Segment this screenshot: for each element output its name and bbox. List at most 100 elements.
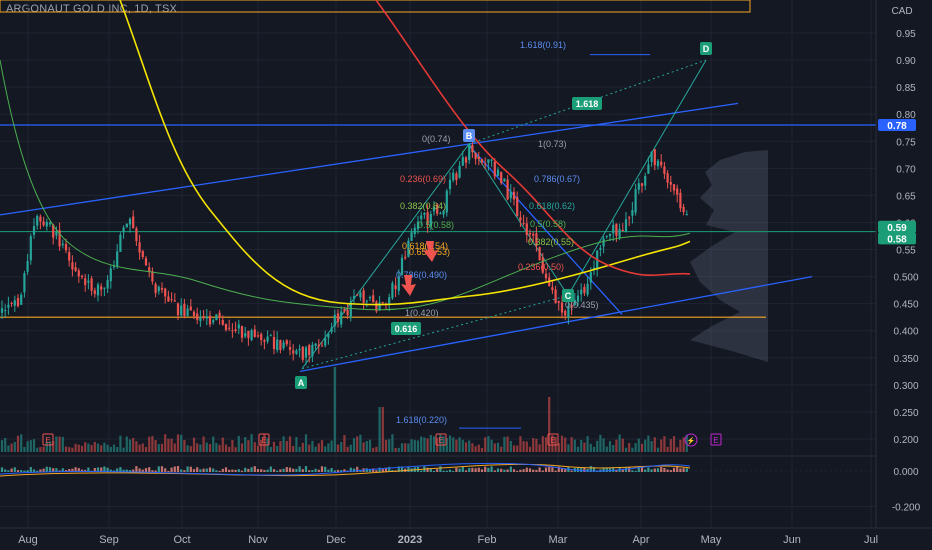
candle-body xyxy=(202,316,205,318)
volume-bar xyxy=(128,439,132,452)
volume-bar xyxy=(42,446,45,452)
candle-body xyxy=(0,308,4,313)
time-tick-label: May xyxy=(701,534,722,546)
osc-histogram-bar xyxy=(426,467,429,472)
osc-histogram-bar xyxy=(253,466,256,472)
candle-body xyxy=(288,346,292,350)
price-tick-label: 0.65 xyxy=(896,191,916,202)
candle-body xyxy=(87,280,90,283)
candle-body xyxy=(304,347,308,358)
candle-body xyxy=(116,251,119,267)
candle-body xyxy=(413,227,416,235)
volume-bar xyxy=(666,446,669,452)
ratio-badge xyxy=(391,322,421,335)
osc-histogram-bar xyxy=(208,467,212,472)
candle-body xyxy=(541,257,544,273)
osc-histogram-bar xyxy=(13,467,16,472)
volume-bar xyxy=(663,436,666,452)
volume-bar xyxy=(116,447,119,452)
osc-histogram-bar xyxy=(535,469,538,472)
candle-body xyxy=(100,286,103,290)
candle-body xyxy=(493,161,496,177)
volume-bar xyxy=(64,446,68,452)
volume-bar xyxy=(368,439,372,452)
candle-body xyxy=(272,336,276,349)
candle-body xyxy=(477,156,480,159)
volume-bar xyxy=(685,434,688,452)
candle-body xyxy=(388,297,391,305)
osc-histogram-bar xyxy=(285,467,288,472)
osc-macd-line xyxy=(0,462,691,476)
volume-bar xyxy=(631,447,634,452)
candle-body xyxy=(375,301,378,312)
candle-body xyxy=(660,161,663,166)
osc-histogram-bar xyxy=(381,469,384,472)
candle-body xyxy=(260,334,263,341)
candle-body xyxy=(570,304,573,308)
volume-bar xyxy=(71,447,74,452)
candle-body xyxy=(96,284,100,296)
candle-body xyxy=(10,303,13,305)
price-tick-label: 0.80 xyxy=(896,110,916,121)
price-badge xyxy=(878,232,916,245)
osc-histogram-bar xyxy=(608,468,612,472)
volume-bar xyxy=(221,437,224,452)
osc-histogram-bar xyxy=(48,467,52,472)
volume-bar xyxy=(68,447,71,452)
candle-body xyxy=(448,179,452,190)
fib-label: 0.5(0.58) xyxy=(530,219,566,229)
candle-body xyxy=(679,192,682,209)
volume-bar xyxy=(557,443,560,452)
osc-histogram-bar xyxy=(663,467,666,472)
candle-body xyxy=(605,235,608,237)
ma-red xyxy=(375,0,691,277)
osc-histogram-bar xyxy=(544,467,548,472)
time-tick-label: Jul xyxy=(864,534,878,546)
volume-bar xyxy=(388,439,391,452)
candle-body xyxy=(205,316,208,319)
volume-bar xyxy=(292,445,295,452)
dividend-icon xyxy=(684,433,698,447)
volume-bar xyxy=(298,446,301,452)
candle-body xyxy=(452,172,455,181)
osc-histogram-bar xyxy=(388,466,391,472)
volume-bar xyxy=(186,445,189,452)
volume-bar xyxy=(215,442,218,452)
osc-histogram-bar xyxy=(605,467,608,472)
candle-body xyxy=(196,313,199,320)
osc-histogram-bar xyxy=(320,466,324,472)
osc-histogram-bar xyxy=(45,466,48,472)
time-tick-label: Aug xyxy=(18,534,38,546)
volume-bar xyxy=(272,441,276,452)
osc-histogram-bar xyxy=(327,469,330,472)
candle-body xyxy=(381,302,384,304)
osc-histogram-bar xyxy=(532,469,535,472)
volume-bar xyxy=(196,443,199,452)
volume-bar xyxy=(202,436,205,452)
candle-body xyxy=(250,330,253,341)
candle-body xyxy=(336,313,340,322)
volume-bar xyxy=(375,446,378,452)
osc-histogram-bar xyxy=(570,470,573,472)
osc-histogram-bar xyxy=(442,470,445,472)
osc-histogram-bar xyxy=(352,468,356,472)
volume-bar xyxy=(349,444,352,452)
osc-histogram-bar xyxy=(164,468,167,472)
osc-histogram-bar xyxy=(685,468,688,472)
osc-histogram-bar xyxy=(477,467,480,472)
price-tick-label: 0.85 xyxy=(896,83,916,94)
volume-bar xyxy=(455,439,458,452)
point-label: C xyxy=(565,291,572,301)
point-marker xyxy=(295,376,307,389)
fib-label: 0.618(0.54) xyxy=(402,241,448,251)
osc-histogram-bar xyxy=(356,466,359,472)
volume-bar xyxy=(301,442,304,452)
volume-bar xyxy=(269,446,272,452)
osc-histogram-bar xyxy=(295,468,298,472)
candle-body xyxy=(628,217,631,219)
osc-histogram-bar xyxy=(263,469,266,472)
osc-histogram-bar xyxy=(64,470,68,472)
candle-body xyxy=(468,145,471,161)
candle-body xyxy=(525,223,528,236)
